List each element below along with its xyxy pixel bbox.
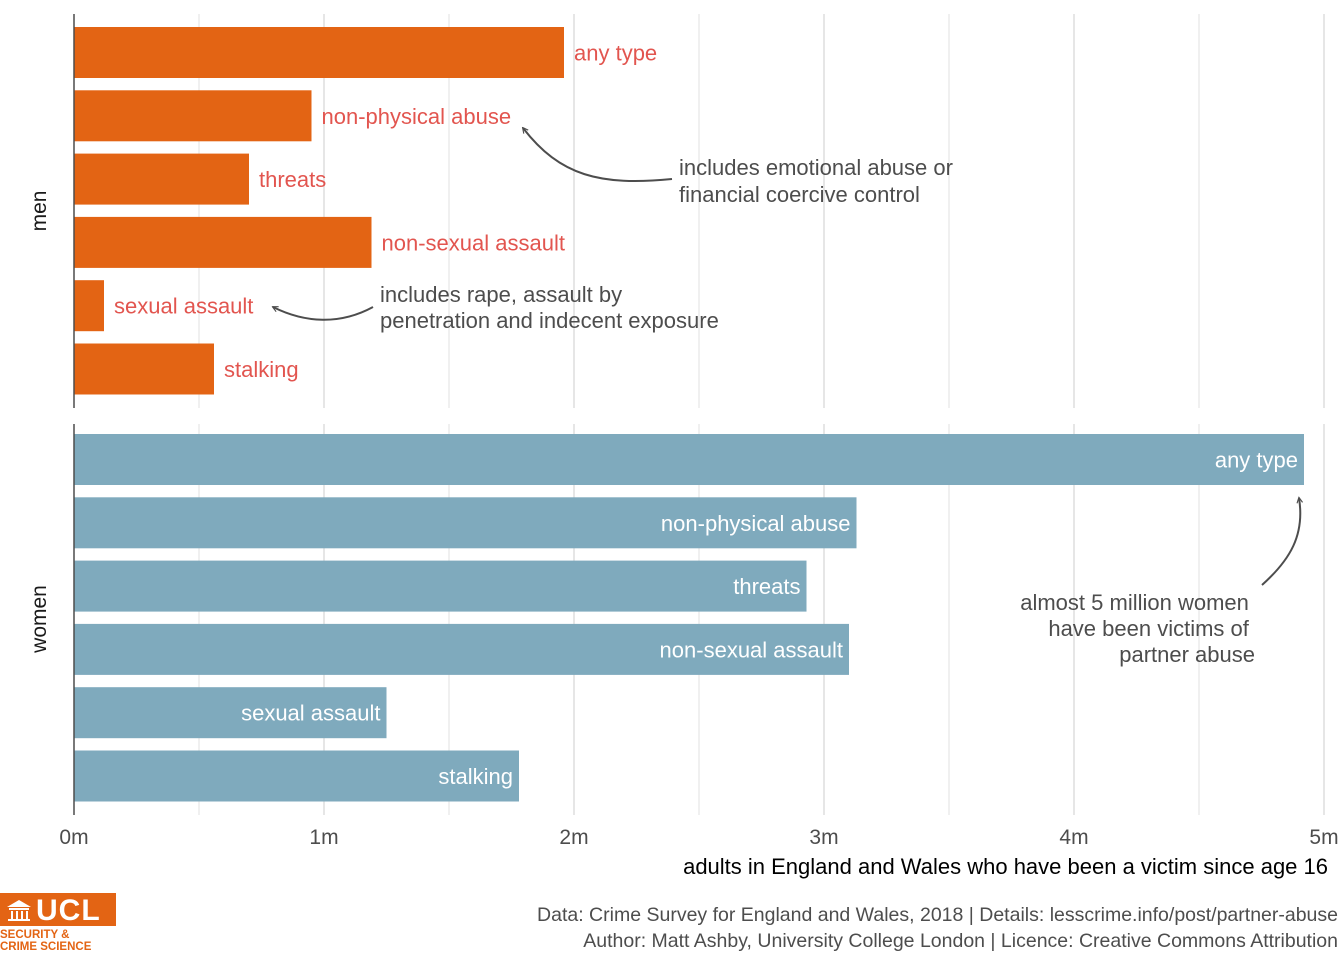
annotation-rape: includes rape, assault by penetration an… [380, 282, 719, 333]
footer-data-source: Data: Crime Survey for England and Wales… [537, 904, 1338, 926]
annotation-arrow-emotional-abuse [523, 128, 673, 182]
grid-layer [198, 14, 1325, 815]
women-bar-non-physical-abuse [74, 497, 857, 549]
annotation-line: financial coercive control [679, 182, 920, 207]
x-tick-label: 5m [1309, 826, 1338, 849]
annotation-arrow-five-million [1261, 498, 1300, 586]
x-tick-label: 0m [59, 826, 88, 849]
ucl-logo-box: UCL [0, 893, 116, 927]
women-bar-label-threats: threats [733, 574, 800, 599]
men-bar-label-any-type: any type [574, 41, 657, 66]
men-bar-label-sexual-assault: sexual assault [114, 294, 253, 319]
women-bar-stalking [74, 750, 519, 802]
annotation-line: includes emotional abuse or [679, 155, 953, 180]
women-bar-label-non-physical-abuse: non-physical abuse [661, 511, 851, 536]
annotation-line: partner abuse [1119, 642, 1255, 667]
annotation-line: includes rape, assault by [380, 282, 622, 307]
annotation-line: have been victims of [1048, 616, 1249, 641]
women-bar-label-stalking: stalking [438, 764, 513, 789]
men-bar-threats [74, 153, 249, 205]
women-bar-label-non-sexual-assault: non-sexual assault [660, 637, 843, 662]
chart: any type non-physical abuse threats non-sex… [28, 14, 1339, 879]
annotation-line: penetration and indecent exposure [380, 308, 719, 333]
men-bar-non-physical-abuse [74, 90, 312, 142]
annotation-arrow-rape [273, 306, 374, 321]
men-bar-non-sexual-assault [74, 216, 372, 268]
annotation-line: almost 5 million women [1020, 590, 1249, 615]
men-bar-any-type [74, 27, 564, 78]
men-bar-sexual-assault [74, 280, 104, 332]
panel-label-men: men [28, 191, 51, 232]
ucl-portico-icon [7, 900, 31, 921]
x-tick-label: 3m [809, 826, 838, 849]
bars-layer: any type non-physical abuse threats non-sex… [74, 27, 1304, 802]
x-axis-label: adults in England and Wales who have bee… [683, 854, 1328, 879]
men-bar-label-non-sexual-assault: non-sexual assault [382, 230, 565, 255]
ucl-logo-subtitle: SECURITY & CRIME SCIENCE [0, 929, 118, 953]
women-bar-label-sexual-assault: sexual assault [241, 701, 380, 726]
women-bar-non-sexual-assault [74, 623, 849, 675]
x-axis-ticks: 0m 1m 2m 3m 4m 5m [59, 826, 1338, 849]
women-bar-threats [74, 560, 807, 612]
women-bar-any-type [74, 434, 1304, 485]
men-bar-label-threats: threats [259, 167, 326, 192]
men-bar-label-non-physical-abuse: non-physical abuse [322, 104, 512, 129]
x-tick-label: 4m [1059, 826, 1088, 849]
panel-label-women: women [28, 585, 51, 654]
women-bar-sexual-assault [74, 687, 387, 739]
men-bar-stalking [74, 343, 214, 395]
x-tick-label: 1m [309, 826, 338, 849]
footer-author: Author: Matt Ashby, University College L… [583, 930, 1338, 952]
ucl-logo-subtitle-line: CRIME SCIENCE [0, 941, 92, 953]
annotation-emotional-abuse: includes emotional abuse or financial co… [679, 155, 959, 207]
ucl-logo-wordmark: UCL [36, 894, 101, 927]
women-bar-label-any-type: any type [1215, 448, 1298, 473]
men-bar-label-stalking: stalking [224, 357, 299, 382]
ucl-logo: UCL SECURITY & CRIME SCIENCE [0, 893, 118, 953]
annotation-five-million: almost 5 million women have been victims… [1020, 590, 1255, 667]
x-tick-label: 2m [559, 826, 588, 849]
ucl-logo-subtitle-line: SECURITY & [0, 929, 70, 941]
